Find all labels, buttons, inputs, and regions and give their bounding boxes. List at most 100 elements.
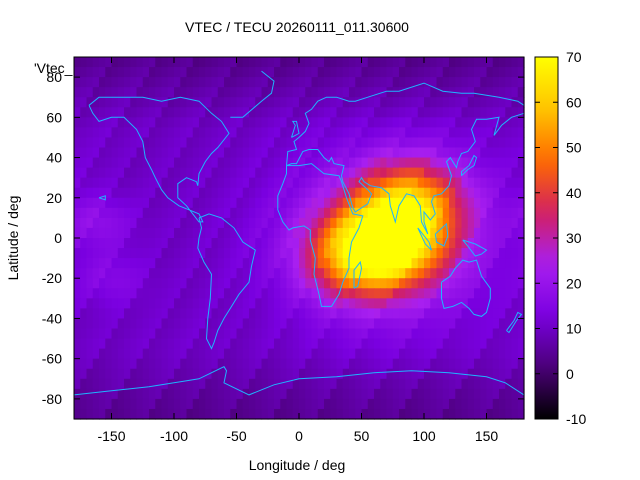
heatmap-cell xyxy=(430,217,438,229)
heatmap-cell xyxy=(217,207,225,219)
heatmap-cell xyxy=(180,238,188,249)
heatmap-cell xyxy=(117,378,125,390)
heatmap-cell xyxy=(111,157,119,169)
heatmap-cell xyxy=(255,207,263,219)
heatmap-cell xyxy=(417,227,425,239)
heatmap-cell xyxy=(205,167,213,179)
heatmap-cell xyxy=(255,358,263,370)
heatmap-cell xyxy=(224,57,231,68)
heatmap-cell xyxy=(349,227,356,239)
heatmap-cell xyxy=(224,207,231,219)
heatmap-cell xyxy=(399,368,406,380)
heatmap-cell xyxy=(424,298,431,309)
heatmap-cell xyxy=(305,328,313,340)
heatmap-cell xyxy=(499,388,506,400)
heatmap-cell xyxy=(380,187,388,199)
heatmap-cell xyxy=(124,137,131,149)
heatmap-cell xyxy=(461,258,469,269)
heatmap-cell xyxy=(205,107,213,118)
heatmap-cell xyxy=(330,378,338,390)
x-tick-label: 150 xyxy=(475,428,499,444)
heatmap-cell xyxy=(292,97,300,108)
heatmap-cell xyxy=(411,137,419,149)
heatmap-cell xyxy=(242,398,250,410)
heatmap-cell xyxy=(436,87,444,98)
heatmap-cell xyxy=(149,258,156,269)
heatmap-cell xyxy=(286,378,294,390)
heatmap-cell xyxy=(167,227,175,239)
heatmap-cell xyxy=(167,398,175,410)
heatmap-cell xyxy=(249,358,256,370)
heatmap-cell xyxy=(255,378,263,390)
heatmap-cell xyxy=(424,378,431,390)
heatmap-cell xyxy=(442,97,450,108)
heatmap-cell xyxy=(92,207,100,219)
heatmap-cell xyxy=(330,57,338,68)
heatmap-cell xyxy=(417,368,425,380)
x-axis: -150 -100 -50 0 50 100 150 xyxy=(97,57,498,444)
heatmap-cell xyxy=(99,268,106,279)
heatmap-cell xyxy=(180,187,188,199)
heatmap-cell xyxy=(292,288,300,299)
heatmap-cell xyxy=(336,268,344,279)
heatmap-cell xyxy=(74,278,81,289)
heatmap-cell xyxy=(199,308,206,320)
heatmap-cell xyxy=(286,177,294,189)
heatmap-cell xyxy=(249,117,256,128)
heatmap-cell xyxy=(74,137,81,149)
heatmap-cell xyxy=(511,177,519,189)
heatmap-cell xyxy=(124,398,131,410)
heatmap-cell xyxy=(161,227,169,239)
heatmap-cell xyxy=(205,217,213,229)
heatmap-cell xyxy=(130,137,138,149)
heatmap-cell xyxy=(324,177,331,189)
heatmap-cell xyxy=(155,77,163,88)
heatmap-cell xyxy=(261,187,269,199)
heatmap-cell xyxy=(336,388,344,400)
heatmap-cell xyxy=(449,298,456,309)
heatmap-cell xyxy=(461,97,469,108)
heatmap-cell xyxy=(430,187,438,199)
heatmap-cell xyxy=(74,248,81,259)
heatmap-cell xyxy=(267,207,275,219)
heatmap-cell xyxy=(167,328,175,340)
heatmap-cell xyxy=(267,97,275,108)
heatmap-cell xyxy=(230,67,238,78)
heatmap-cell xyxy=(355,318,363,330)
heatmap-cell xyxy=(324,298,331,309)
heatmap-cell xyxy=(130,368,138,380)
heatmap-cell xyxy=(86,398,94,410)
heatmap-cell xyxy=(330,147,338,159)
heatmap-cell xyxy=(286,97,294,108)
heatmap-cell xyxy=(136,137,144,149)
heatmap-cell xyxy=(199,388,206,400)
heatmap-cell xyxy=(374,217,381,229)
heatmap-cell xyxy=(467,408,475,420)
heatmap-cell xyxy=(74,338,81,350)
heatmap-cell xyxy=(236,187,244,199)
heatmap-cell xyxy=(517,227,525,239)
heatmap-cell xyxy=(317,87,325,98)
heatmap-cell xyxy=(355,298,363,309)
heatmap-cell xyxy=(317,227,325,239)
heatmap-cell xyxy=(230,338,238,350)
heatmap-cell xyxy=(449,308,456,320)
heatmap-cell xyxy=(261,288,269,299)
heatmap-cell xyxy=(317,248,325,259)
heatmap-cell xyxy=(449,117,456,128)
heatmap-cell xyxy=(92,288,100,299)
heatmap-cell xyxy=(224,107,231,118)
heatmap-cell xyxy=(449,67,456,78)
heatmap-cell xyxy=(142,238,150,249)
heatmap-cell xyxy=(86,368,94,380)
heatmap-cell xyxy=(374,398,381,410)
heatmap-cell xyxy=(149,177,156,189)
heatmap-cell xyxy=(311,388,319,400)
heatmap-cell xyxy=(267,278,275,289)
heatmap-cell xyxy=(186,187,194,199)
heatmap-cell xyxy=(517,157,525,169)
heatmap-cell xyxy=(349,117,356,128)
heatmap-cell xyxy=(374,177,381,189)
heatmap-cell xyxy=(199,117,206,128)
heatmap-cell xyxy=(117,318,125,330)
